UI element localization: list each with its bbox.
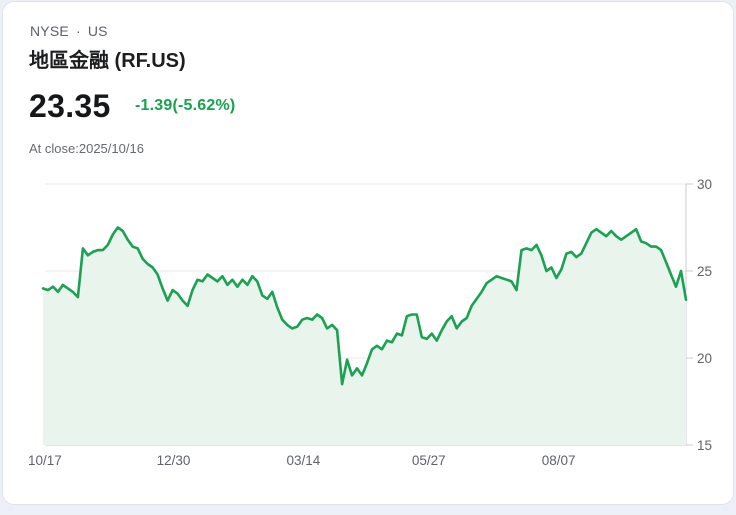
close-timestamp: At close:2025/10/16 [29, 141, 144, 156]
x-axis-label: 05/27 [412, 453, 446, 468]
price-chart[interactable]: 30 25 20 15 10/17 12/30 03/14 05/27 08/07 [3, 2, 736, 515]
separator-dot-icon: · [75, 23, 81, 39]
quote-card: NYSE · US 地區金融 (RF.US) 23.35 -1.39(-5.62… [2, 1, 734, 505]
y-axis-label: 25 [697, 264, 712, 279]
y-axis-label: 20 [697, 351, 712, 366]
y-axis-label: 15 [697, 438, 712, 453]
price-line[interactable] [41, 226, 688, 386]
x-axis-label: 03/14 [287, 453, 321, 468]
y-axis-label: 30 [697, 177, 712, 192]
x-axis-label: 12/30 [157, 453, 191, 468]
x-axis-label: 10/17 [28, 453, 62, 468]
exchange-label: NYSE [30, 23, 69, 39]
x-axis-label: 08/07 [542, 453, 576, 468]
region-label: US [87, 23, 108, 39]
exchange-row: NYSE · US [30, 23, 108, 39]
last-price: 23.35 [29, 88, 111, 124]
price-change: -1.39(-5.62%) [135, 97, 236, 114]
price-area [43, 227, 686, 445]
stock-title: 地區金融 (RF.US) [29, 50, 186, 72]
